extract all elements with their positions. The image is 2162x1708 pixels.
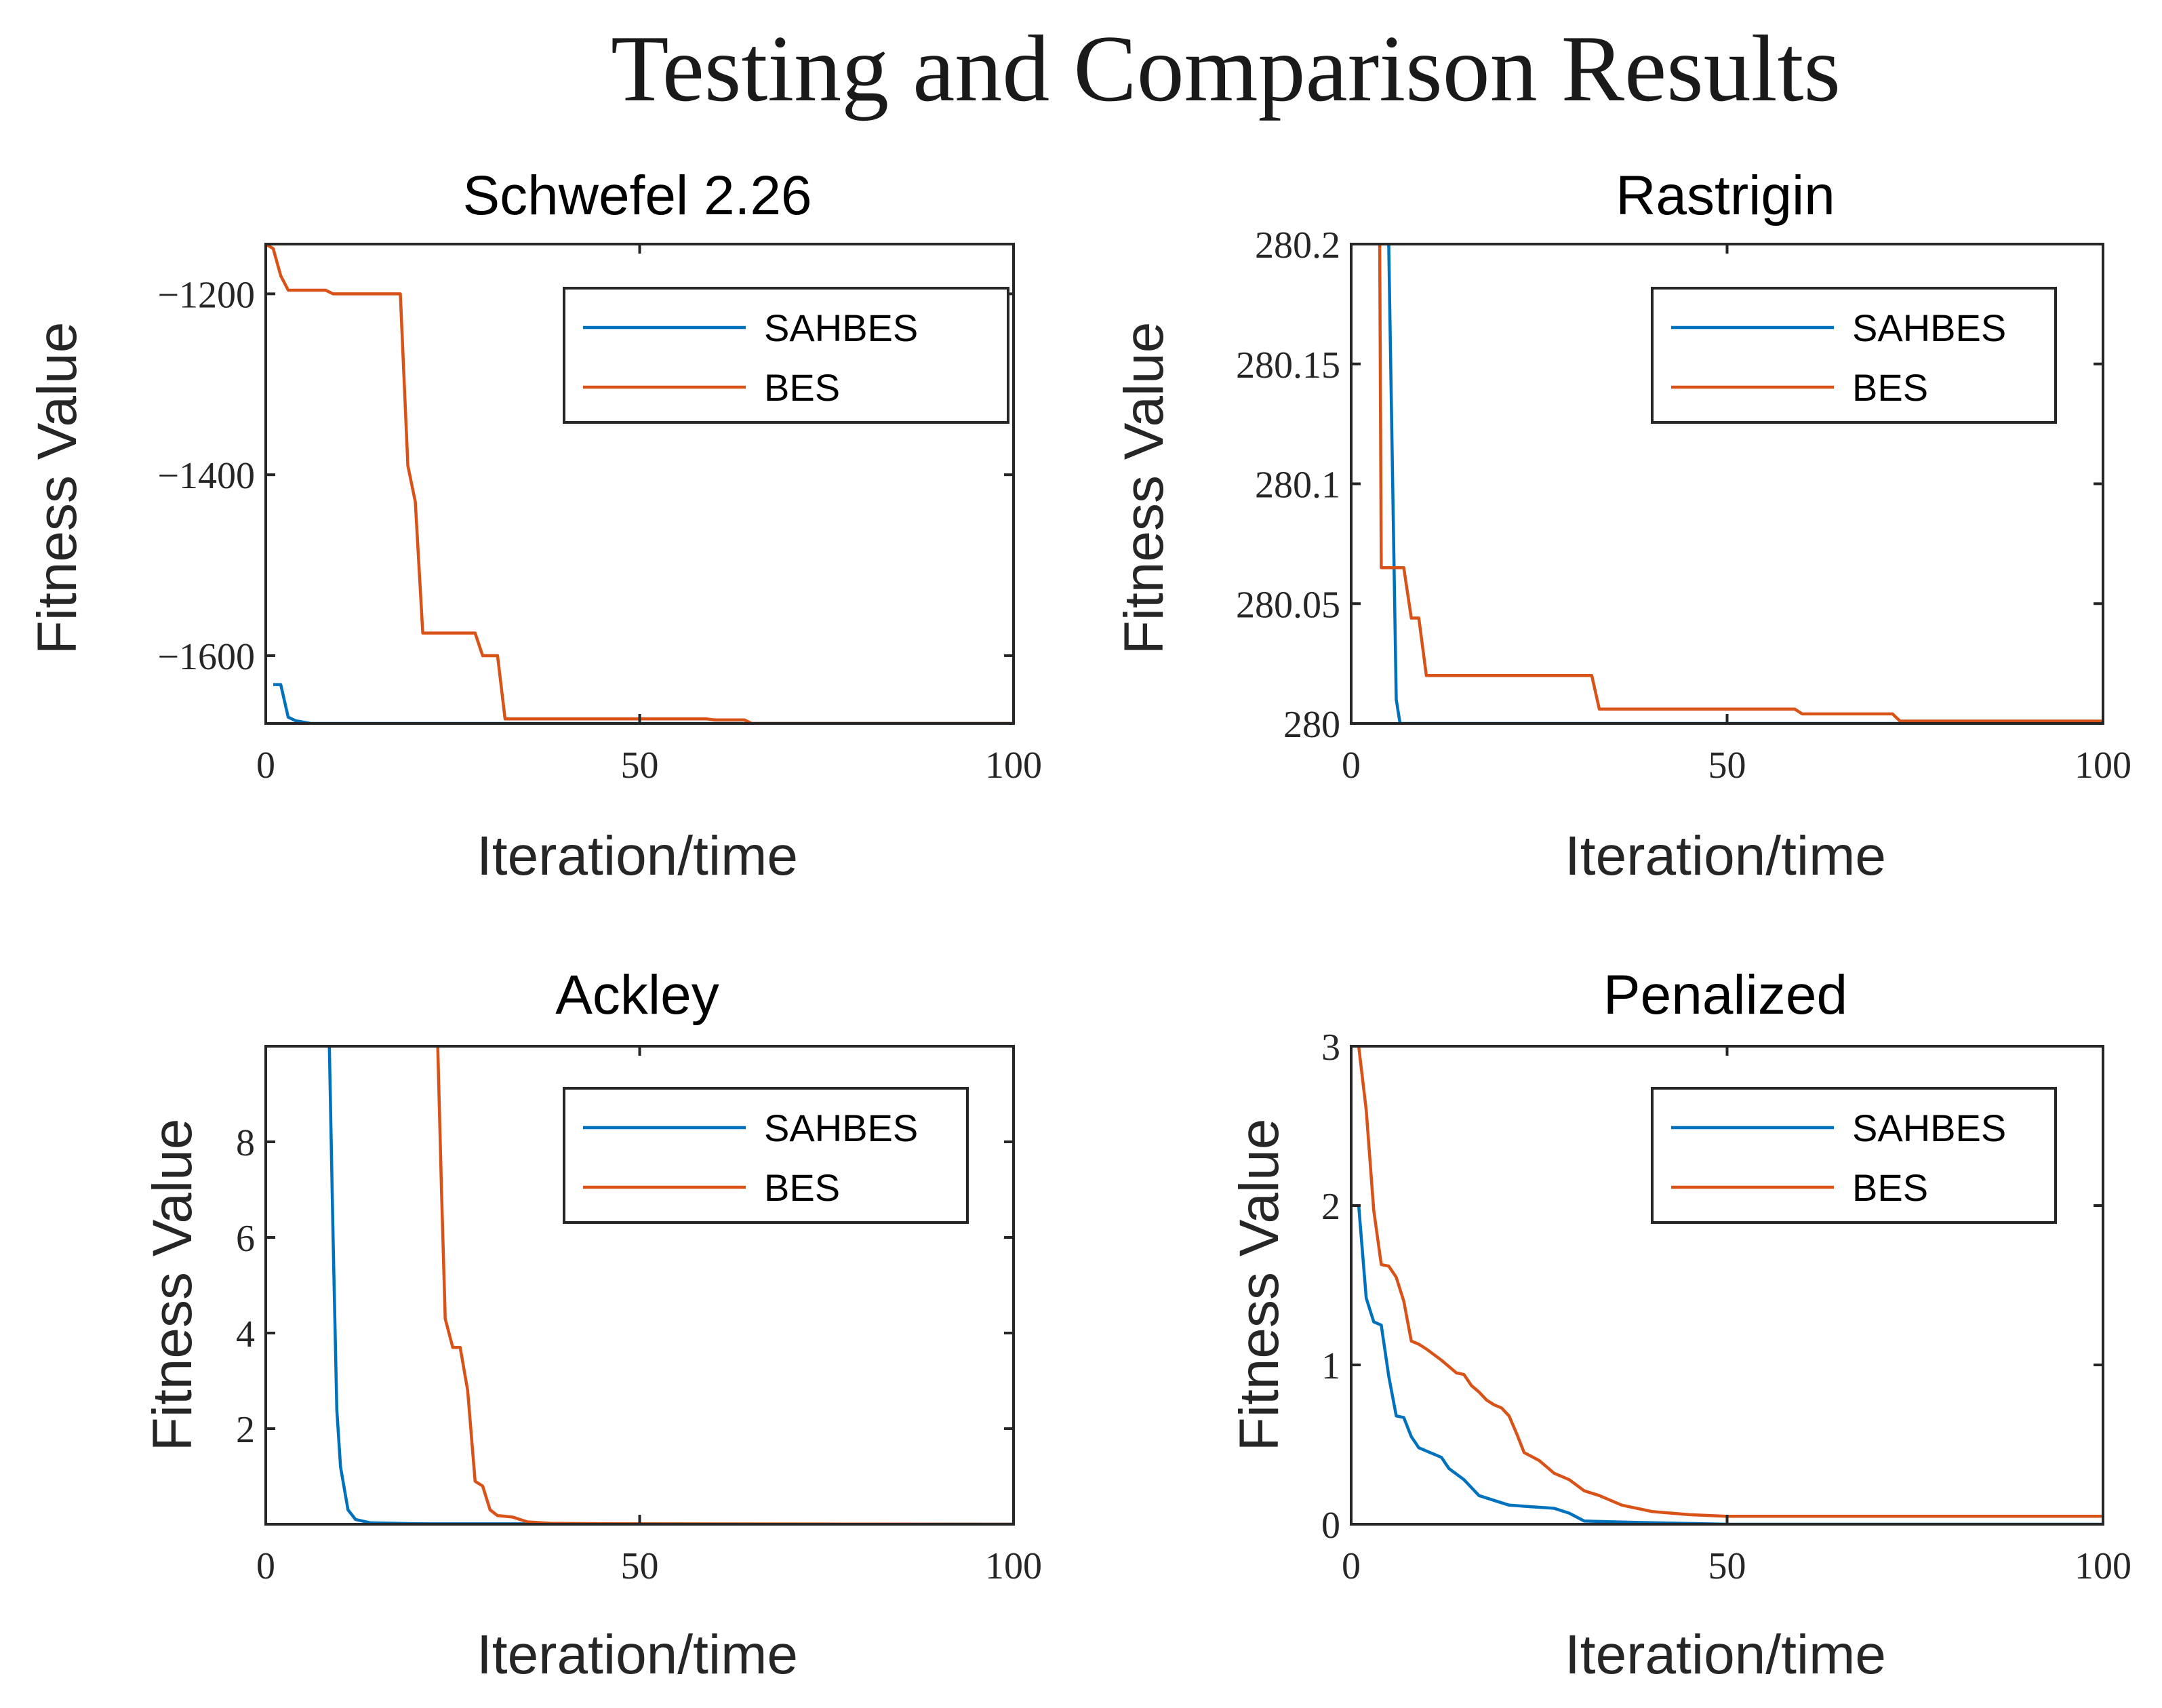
legend-label-bes: BES: [764, 1166, 840, 1209]
legend: SAHBES BES: [1651, 1087, 2057, 1224]
x-axis-label: Iteration/time: [1565, 1624, 1886, 1686]
y-tick-label: −1200: [157, 274, 255, 316]
plot-area: 0 50 100 2 4 6 8 SAHBES BES: [236, 1045, 1042, 1587]
legend-label-sahbes: SAHBES: [764, 1107, 918, 1149]
x-tick-label: 0: [1342, 744, 1361, 787]
series-line-bes: [436, 1046, 1014, 1524]
x-tick-label: 50: [621, 744, 659, 787]
series-group: [266, 244, 1014, 723]
subplot-ackley: Ackley Iteration/time Fitness Value 0 50 1…: [142, 964, 1042, 1686]
x-axis-label: Iteration/time: [477, 825, 798, 887]
plot-area: 0 50 100 0 1 2 3 SAHBES BES: [1321, 1027, 2131, 1587]
legend-label-sahbes: SAHBES: [764, 306, 918, 349]
legend-box: [1651, 287, 2057, 424]
subplot-rastrigin: Rastrigin Iteration/time Fitness Value 0…: [1113, 165, 2131, 887]
series-line-bes: [1357, 1046, 2103, 1518]
x-tick-label: 50: [1708, 744, 1746, 787]
subplot-title: Ackley: [555, 964, 719, 1026]
y-tick-label: 1: [1321, 1345, 1340, 1387]
figure-title: Testing and Comparison Results: [611, 16, 1841, 121]
y-tick-label: 2: [1321, 1186, 1340, 1228]
y-tick-label: 6: [236, 1218, 255, 1260]
legend-box: [563, 287, 1009, 424]
x-tick-label: 0: [256, 744, 275, 787]
x-axis-label: Iteration/time: [477, 1624, 798, 1686]
x-tick-label: 100: [985, 1545, 1042, 1587]
y-axis-label: Fitness Value: [1113, 322, 1175, 655]
legend-box: [563, 1087, 969, 1224]
y-tick-label: 280.1: [1255, 464, 1340, 507]
y-tick-label: 0: [1321, 1505, 1340, 1547]
series-line-bes: [266, 244, 1014, 723]
subplot-title: Rastrigin: [1616, 165, 1835, 226]
series-line-sahbes: [273, 683, 1014, 723]
plot-area: 0 50 100 280 280.05 280.1 280.15 280.2 SAHBES BES: [1236, 224, 2131, 787]
subplot-penalized: Penalized Iteration/time Fitness Value 0…: [1228, 964, 2131, 1686]
series-line-sahbes: [1387, 244, 2103, 723]
subplot-title: Penalized: [1603, 964, 1847, 1026]
series-group: [1357, 1046, 2103, 1524]
x-tick-label: 50: [1708, 1545, 1746, 1587]
x-tick-label: 0: [256, 1545, 275, 1587]
y-tick-label: 280.05: [1236, 584, 1340, 626]
y-tick-label: 280: [1283, 704, 1340, 746]
x-axis-label: Iteration/time: [1565, 825, 1886, 887]
subplot-schwefel: Schwefel 2.26 Iteration/time Fitness Val…: [26, 165, 1042, 887]
y-axis-label: Fitness Value: [142, 1119, 203, 1452]
legend-label-bes: BES: [764, 366, 840, 409]
y-tick-label: 8: [236, 1122, 255, 1164]
x-tick-label: 50: [621, 1545, 659, 1587]
series-line-bes: [1378, 244, 2103, 723]
y-tick-label: 2: [236, 1409, 255, 1451]
legend: SAHBES BES: [563, 1087, 969, 1224]
subplot-title: Schwefel 2.26: [462, 165, 812, 226]
series-group: [1378, 244, 2103, 723]
legend: SAHBES BES: [563, 287, 1009, 424]
legend-label-bes: BES: [1852, 366, 1928, 409]
legend-label-sahbes: SAHBES: [1852, 306, 2006, 349]
y-tick-label: −1400: [157, 455, 255, 497]
y-tick-label: 280.2: [1255, 224, 1340, 266]
y-tick-label: 280.15: [1236, 344, 1340, 386]
x-tick-label: 0: [1342, 1545, 1361, 1587]
y-tick-label: 4: [236, 1313, 255, 1355]
y-tick-label: −1600: [157, 636, 255, 678]
x-tick-label: 100: [2075, 744, 2131, 787]
y-axis-label: Fitness Value: [26, 322, 88, 655]
plot-area: 0 50 100 −1600 −1400 −1200 SAHBES BES: [157, 243, 1042, 787]
legend-label-sahbes: SAHBES: [1852, 1107, 2006, 1149]
legend-label-bes: BES: [1852, 1166, 1928, 1209]
x-tick-label: 100: [2075, 1545, 2131, 1587]
x-tick-label: 100: [985, 744, 1042, 787]
legend: SAHBES BES: [1651, 287, 2057, 424]
legend-box: [1651, 1087, 2057, 1224]
y-tick-label: 3: [1321, 1027, 1340, 1069]
series-line-sahbes: [1357, 1205, 2103, 1524]
y-axis-label: Fitness Value: [1228, 1119, 1290, 1452]
